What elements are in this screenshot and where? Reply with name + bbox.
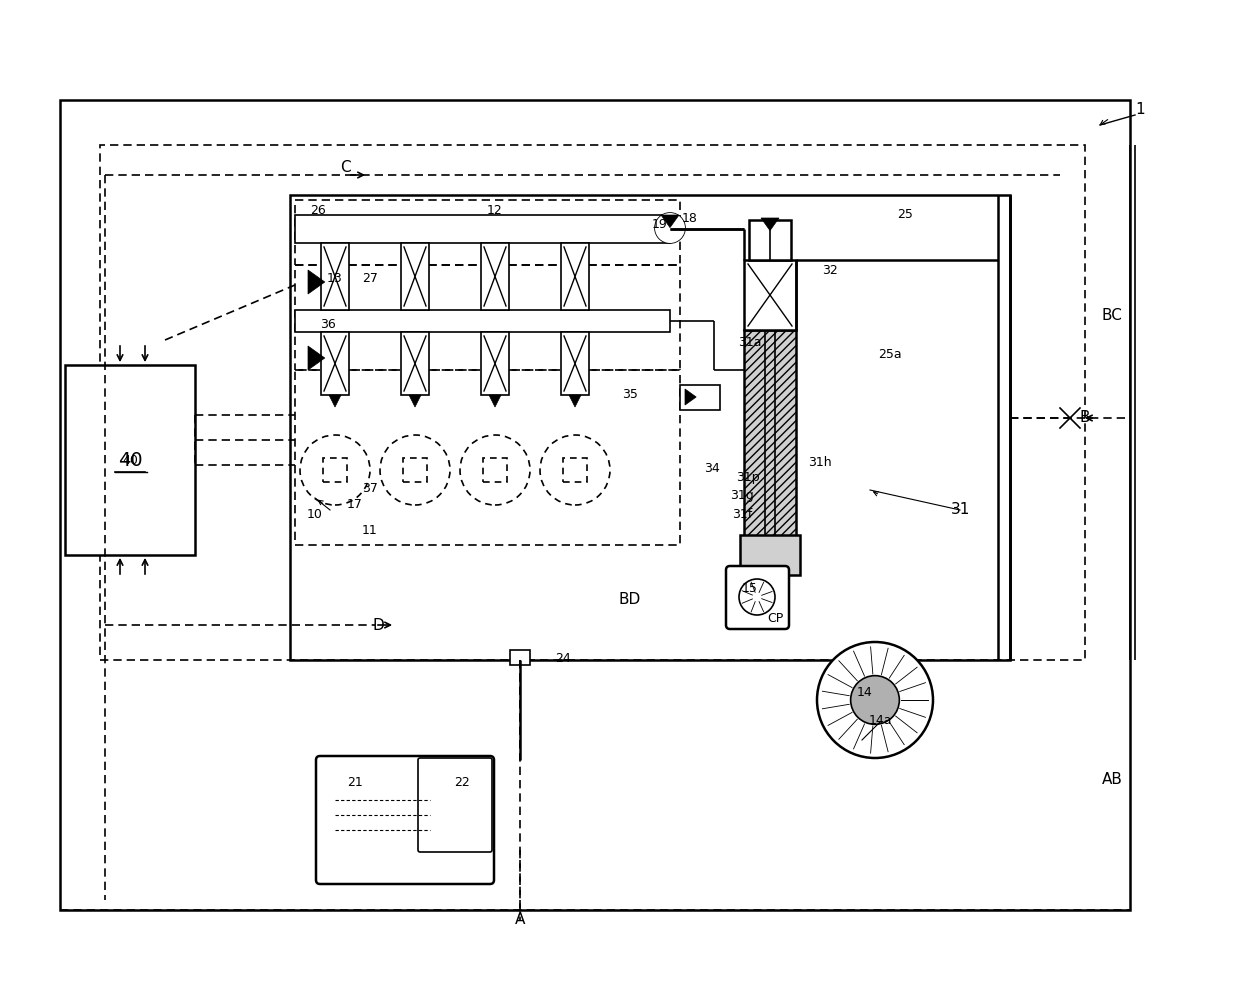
Text: 24: 24 bbox=[556, 652, 570, 665]
Circle shape bbox=[655, 213, 684, 243]
Text: AB: AB bbox=[1101, 772, 1122, 787]
Polygon shape bbox=[329, 395, 341, 407]
Text: 35: 35 bbox=[622, 389, 637, 402]
Bar bbox=[100, 145, 1085, 660]
Bar bbox=[321, 332, 348, 395]
Text: 40: 40 bbox=[122, 453, 138, 466]
Text: 13: 13 bbox=[327, 272, 343, 285]
Text: 27: 27 bbox=[362, 272, 378, 285]
Text: 15: 15 bbox=[742, 581, 758, 594]
Text: 31g: 31g bbox=[730, 488, 754, 501]
Text: 36: 36 bbox=[320, 318, 336, 331]
Bar bbox=[295, 370, 680, 545]
Text: CP: CP bbox=[766, 611, 784, 624]
Polygon shape bbox=[761, 218, 779, 231]
FancyBboxPatch shape bbox=[725, 566, 789, 629]
Bar bbox=[560, 332, 589, 395]
Text: 1: 1 bbox=[1135, 103, 1145, 118]
Circle shape bbox=[817, 642, 932, 758]
Bar bbox=[481, 332, 508, 395]
Bar bbox=[560, 243, 589, 310]
Polygon shape bbox=[489, 395, 501, 407]
Text: 14: 14 bbox=[857, 686, 873, 699]
Bar bbox=[740, 535, 800, 575]
Text: 31f: 31f bbox=[732, 509, 753, 522]
Bar bbox=[295, 215, 670, 243]
Bar bbox=[295, 265, 680, 370]
Bar bbox=[290, 195, 1011, 660]
Text: 37: 37 bbox=[362, 481, 378, 494]
FancyBboxPatch shape bbox=[418, 758, 492, 852]
Bar bbox=[64, 365, 195, 555]
Text: BD: BD bbox=[619, 592, 641, 607]
Text: 26: 26 bbox=[310, 203, 326, 217]
Text: 31a: 31a bbox=[738, 335, 761, 348]
Text: B: B bbox=[1080, 411, 1090, 426]
Polygon shape bbox=[569, 395, 582, 407]
Polygon shape bbox=[684, 389, 696, 405]
Bar bbox=[744, 330, 796, 545]
Bar bbox=[401, 243, 429, 310]
Circle shape bbox=[851, 676, 899, 724]
Bar bbox=[401, 332, 429, 395]
Bar bbox=[322, 458, 347, 482]
Text: 31: 31 bbox=[950, 502, 970, 518]
Bar bbox=[60, 100, 1130, 910]
Text: 18: 18 bbox=[682, 211, 698, 225]
Text: 12: 12 bbox=[487, 203, 503, 217]
Text: 25: 25 bbox=[897, 208, 913, 222]
Text: 10: 10 bbox=[308, 509, 322, 522]
Text: 31p: 31p bbox=[737, 471, 760, 484]
Bar bbox=[481, 243, 508, 310]
Bar bbox=[295, 310, 670, 332]
Bar bbox=[749, 220, 791, 260]
Text: 25a: 25a bbox=[878, 348, 901, 362]
Text: 11: 11 bbox=[362, 524, 378, 537]
Polygon shape bbox=[661, 215, 680, 228]
Bar bbox=[680, 385, 720, 410]
Text: D: D bbox=[372, 617, 384, 632]
Bar bbox=[563, 458, 587, 482]
Polygon shape bbox=[409, 395, 422, 407]
Text: A: A bbox=[515, 912, 526, 927]
Text: 19: 19 bbox=[652, 219, 668, 232]
Bar bbox=[321, 243, 348, 310]
FancyBboxPatch shape bbox=[316, 756, 494, 884]
Bar bbox=[403, 458, 427, 482]
Text: 14a: 14a bbox=[868, 714, 892, 726]
Bar bbox=[510, 650, 529, 665]
Bar bbox=[295, 200, 680, 265]
Text: 32: 32 bbox=[822, 264, 838, 277]
Text: 40: 40 bbox=[118, 450, 143, 469]
Text: 21: 21 bbox=[347, 775, 363, 788]
Polygon shape bbox=[308, 270, 325, 294]
Bar bbox=[744, 260, 796, 330]
Text: 17: 17 bbox=[347, 498, 363, 512]
Text: 31h: 31h bbox=[808, 455, 832, 468]
Text: BC: BC bbox=[1101, 307, 1122, 322]
Text: 34: 34 bbox=[704, 461, 720, 474]
Text: 22: 22 bbox=[454, 775, 470, 788]
Polygon shape bbox=[308, 346, 325, 370]
Text: C: C bbox=[340, 160, 351, 175]
Bar bbox=[484, 458, 507, 482]
